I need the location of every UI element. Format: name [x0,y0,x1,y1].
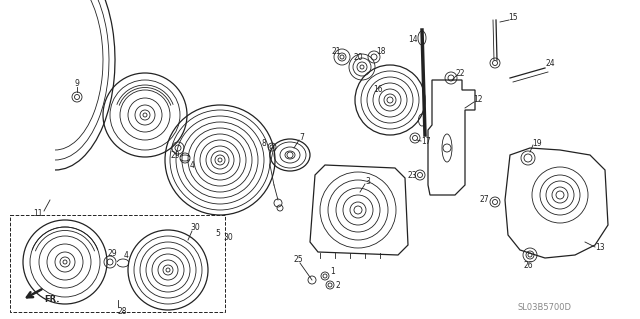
Text: 16: 16 [373,85,383,94]
Text: 4: 4 [124,250,129,259]
Text: 11: 11 [33,209,43,218]
Text: 30: 30 [190,224,200,233]
Text: 30: 30 [223,234,233,242]
Text: SL03B5700D: SL03B5700D [518,303,572,313]
Text: 7: 7 [300,133,305,143]
Text: FR.: FR. [44,295,60,305]
Text: 27: 27 [479,196,489,204]
Text: 25: 25 [293,256,303,264]
Text: 17: 17 [421,137,431,146]
Text: 9: 9 [75,79,79,88]
Text: 22: 22 [455,70,465,78]
Text: 1: 1 [331,268,335,277]
Text: 13: 13 [595,243,605,253]
Text: 2: 2 [335,280,340,290]
Text: 19: 19 [532,138,542,147]
Text: 20: 20 [353,54,363,63]
Text: 23: 23 [407,172,417,181]
Text: 29: 29 [170,151,180,160]
Text: 28: 28 [117,307,127,315]
Text: 21: 21 [332,47,340,56]
Text: 15: 15 [508,13,518,23]
Text: 26: 26 [523,261,533,270]
Text: 3: 3 [365,177,371,187]
Text: 4: 4 [189,160,195,169]
Text: 8: 8 [262,138,266,147]
Bar [10,215,225,312]
Text: 29: 29 [107,249,117,258]
Text: 5: 5 [216,228,220,238]
Text: 14: 14 [408,35,418,44]
Text: 12: 12 [473,95,483,105]
Text: 24: 24 [545,60,555,69]
Text: 18: 18 [376,48,386,56]
